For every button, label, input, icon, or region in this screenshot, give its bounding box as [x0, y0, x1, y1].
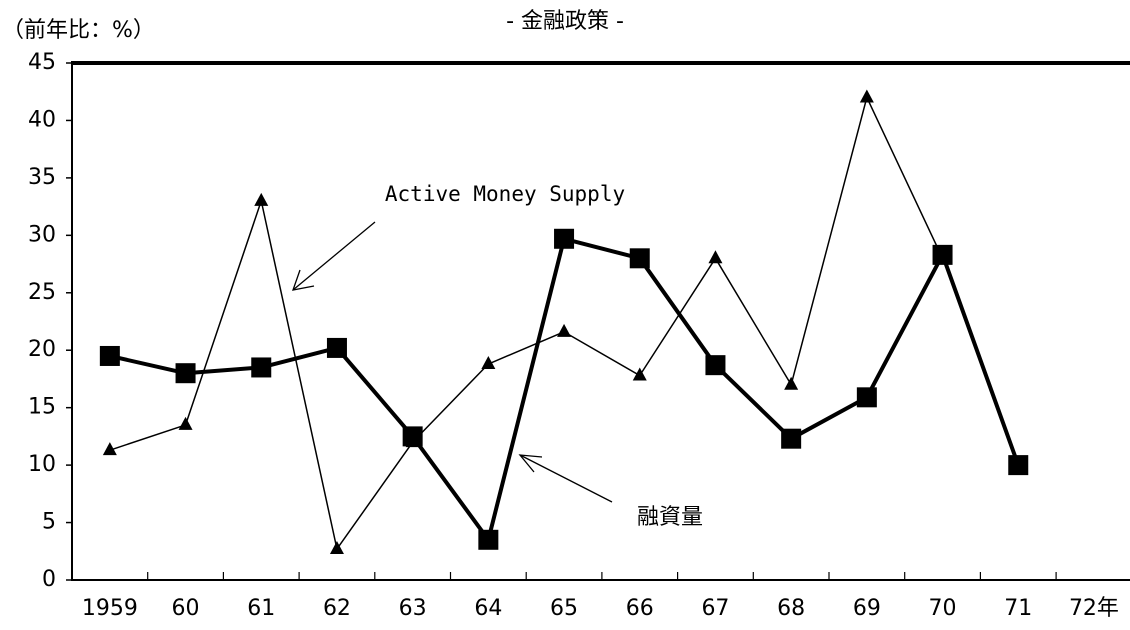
series-line — [109, 96, 944, 550]
x-tick-label: 65 — [550, 596, 578, 621]
marker — [708, 250, 723, 264]
y-tick-label: 20 — [28, 337, 56, 362]
marker — [629, 248, 650, 269]
marker — [99, 345, 120, 366]
annotation-arrow — [518, 454, 613, 503]
annotation: Active Money Supply — [385, 182, 625, 206]
y-tick-label: 35 — [28, 165, 56, 190]
marker — [329, 540, 344, 554]
y-tick-label: 15 — [28, 395, 56, 420]
y-tick-label: 0 — [42, 567, 56, 592]
x-tick-label: 64 — [474, 596, 502, 621]
marker — [932, 244, 953, 265]
marker — [557, 323, 572, 337]
marker — [1008, 455, 1029, 476]
y-tick-label: 40 — [28, 107, 56, 132]
x-tick-label: 67 — [701, 596, 729, 621]
x-tick-label: 1959 — [82, 596, 138, 621]
y-tick-label: 45 — [28, 50, 56, 75]
x-tick-label: 70 — [929, 596, 957, 621]
marker — [632, 367, 647, 381]
x-tick-label: 63 — [399, 596, 427, 621]
y-tick-label: 25 — [28, 280, 56, 305]
marker — [554, 228, 575, 249]
annotation-arrow — [292, 221, 376, 291]
x-tick-label: 66 — [626, 596, 654, 621]
marker — [102, 442, 117, 456]
marker — [784, 376, 799, 390]
y-tick-label: 5 — [42, 510, 56, 535]
x-tick-label: 62 — [323, 596, 351, 621]
marker — [254, 192, 269, 206]
marker — [175, 363, 196, 384]
marker — [781, 428, 802, 449]
marker — [402, 426, 423, 447]
annotation: 融資量 — [637, 505, 703, 530]
x-tick-label: 68 — [777, 596, 805, 621]
marker — [859, 89, 874, 103]
x-tick-label: 60 — [172, 596, 200, 621]
chart-title: - 金融政策 - — [506, 9, 624, 34]
x-tick-label: 69 — [853, 596, 881, 621]
y-tick-label: 10 — [28, 452, 56, 477]
x-tick-label: 71 — [1004, 596, 1032, 621]
marker — [251, 357, 272, 378]
y-tick-label: 30 — [28, 222, 56, 247]
marker — [705, 355, 726, 376]
marker — [481, 356, 496, 370]
y-axis-label: （前年比：%） — [2, 18, 155, 43]
x-tick-label: 72年 — [1069, 596, 1119, 621]
series-line — [109, 236, 1021, 542]
marker — [478, 529, 499, 550]
marker — [326, 337, 347, 358]
marker — [178, 416, 193, 430]
x-tick-label: 61 — [247, 596, 275, 621]
marker — [856, 387, 877, 408]
